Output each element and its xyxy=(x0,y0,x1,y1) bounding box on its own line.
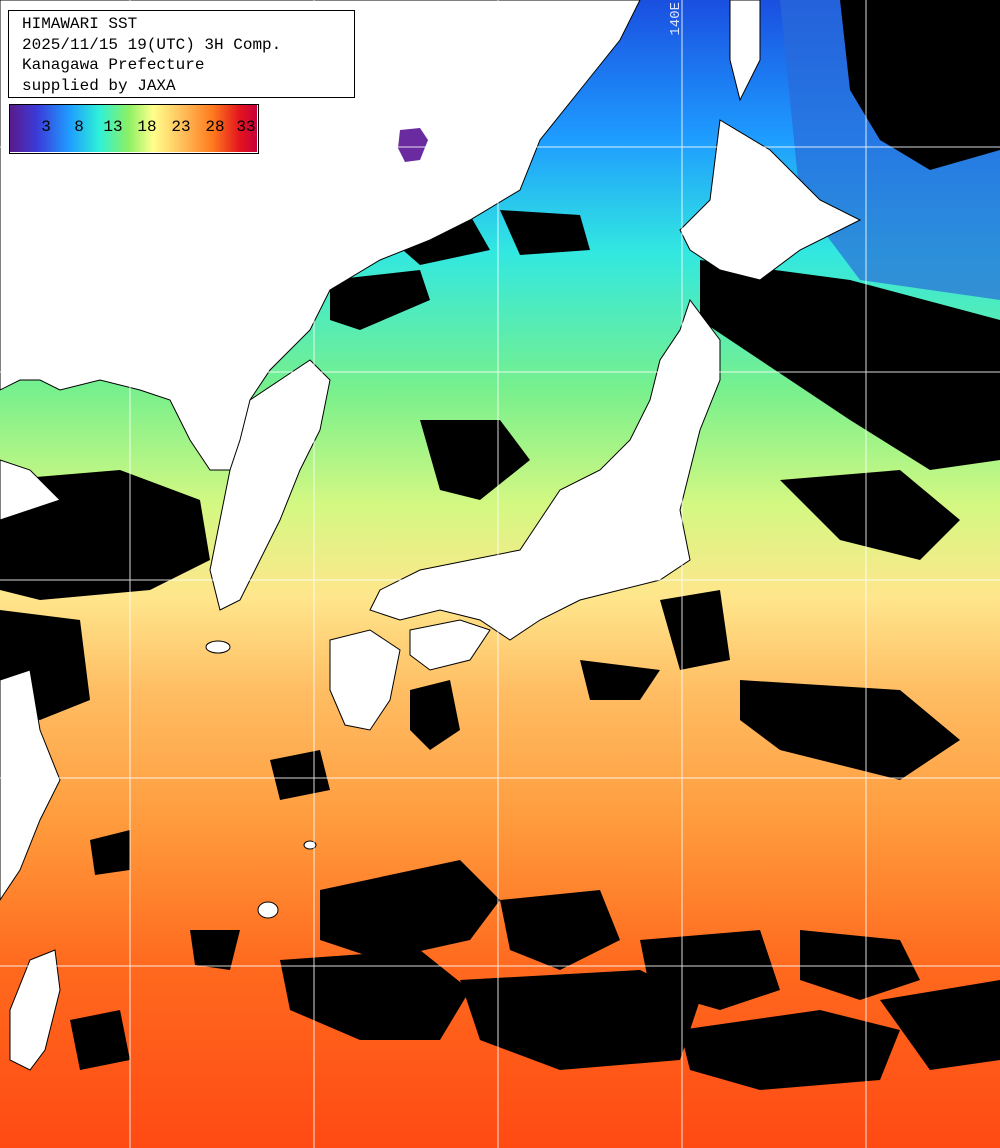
legend-tick: 33 xyxy=(236,118,256,136)
info-box: HIMAWARI SST 2025/11/15 19(UTC) 3H Comp.… xyxy=(8,10,355,98)
taiwan xyxy=(9,949,61,1071)
jeju-island xyxy=(205,640,231,654)
color-scale-legend: 3 8 13 18 23 28 33 xyxy=(9,104,259,154)
cold-spot xyxy=(398,128,428,162)
hokkaido xyxy=(679,119,862,281)
cloud-mask xyxy=(0,0,1000,1090)
legend-tick: 28 xyxy=(205,118,225,136)
longitude-label-140e: 140E xyxy=(668,2,684,36)
legend-tick: 23 xyxy=(171,118,191,136)
latitude-label-40n: 40N xyxy=(14,352,40,368)
small-island xyxy=(303,840,317,850)
legend-gradient xyxy=(10,105,257,152)
legend-ticks: 3 8 13 18 23 28 33 xyxy=(10,105,258,153)
korean-peninsula xyxy=(209,359,331,611)
shikoku xyxy=(409,619,491,671)
legend-tick: 8 xyxy=(74,118,84,136)
legend-tick: 3 xyxy=(41,118,51,136)
china-coast xyxy=(0,459,61,521)
timestamp: 2025/11/15 19(UTC) 3H Comp. xyxy=(22,35,282,54)
credit: supplied by JAXA xyxy=(22,76,176,95)
honshu xyxy=(369,298,721,641)
okinawa-island xyxy=(257,901,279,919)
kyushu xyxy=(329,629,401,731)
legend-tick: 18 xyxy=(137,118,157,136)
sakhalin xyxy=(729,0,761,102)
title: HIMAWARI SST xyxy=(22,15,138,33)
legend-tick: 13 xyxy=(103,118,123,136)
region: Kanagawa Prefecture xyxy=(22,56,205,74)
china-south-coast xyxy=(0,669,61,901)
